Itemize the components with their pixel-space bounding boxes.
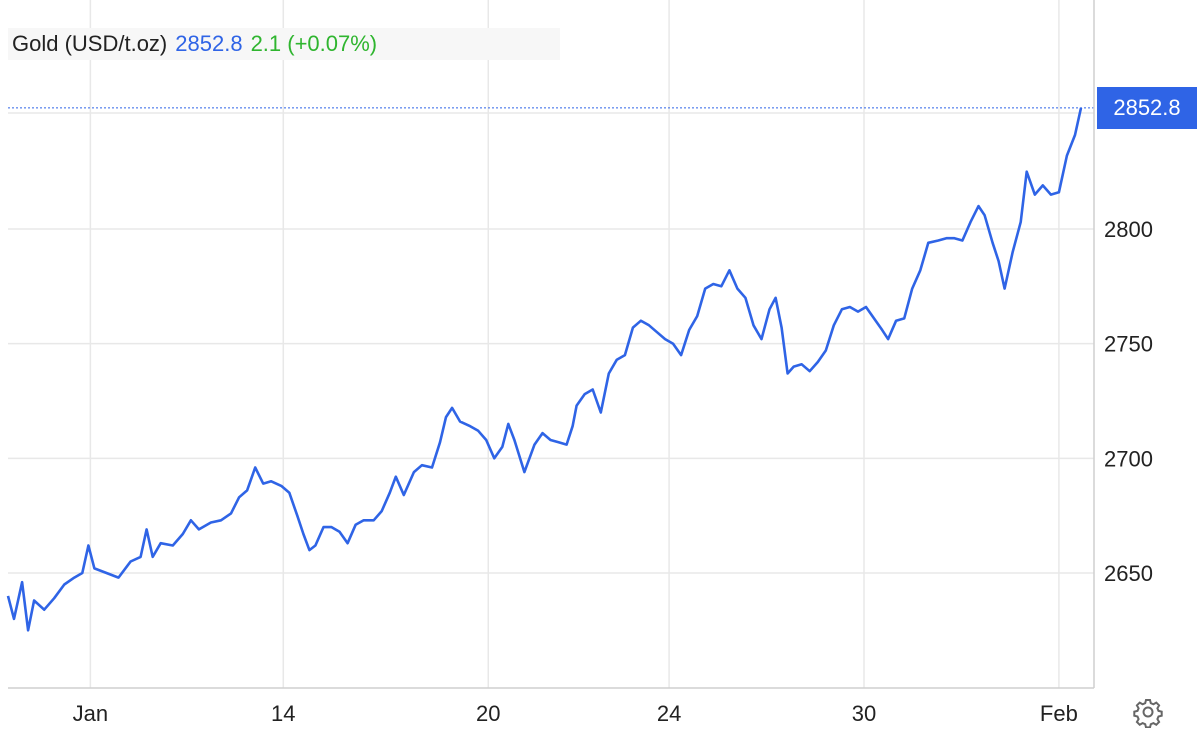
last-price-tag: 2852.8	[1097, 87, 1197, 129]
x-tick-label: 24	[657, 701, 681, 726]
chart-legend: Gold (USD/t.oz) 2852.8 2.1 (+0.07%)	[8, 28, 560, 60]
y-tick-label: 2750	[1104, 332, 1153, 357]
x-tick-label: Feb	[1040, 701, 1078, 726]
y-tick-label: 2700	[1104, 446, 1153, 471]
y-axis-labels: 2650 2700 2750 2800	[1104, 217, 1153, 586]
series-line	[6, 107, 1083, 632]
x-tick-label: Jan	[73, 701, 108, 726]
current-price: 2852.8	[175, 31, 243, 56]
x-tick-label: 20	[476, 701, 500, 726]
grid-lines	[8, 0, 1094, 688]
y-tick-label: 2650	[1104, 561, 1153, 586]
gear-icon	[1133, 699, 1163, 729]
y-tick-label: 2800	[1104, 217, 1153, 242]
axes	[8, 0, 1095, 689]
settings-button[interactable]	[1132, 696, 1164, 729]
x-axis-labels: Jan 14 20 24 30 Feb	[73, 701, 1078, 726]
instrument-name: Gold (USD/t.oz)	[12, 31, 168, 56]
price-change: 2.1 (+0.07%)	[250, 31, 378, 56]
x-tick-label: 30	[852, 701, 876, 726]
x-tick-label: 14	[271, 701, 295, 726]
